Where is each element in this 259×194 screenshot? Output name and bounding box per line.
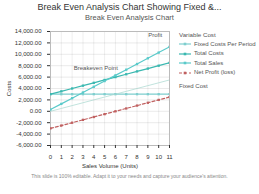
svg-text:10: 10: [155, 154, 162, 160]
svg-text:4: 4: [92, 154, 96, 160]
html-text:Break Even Analysis Chart Show: Break Even Analysis Chart Showing Fixed …: [37, 2, 222, 12]
svg-text:2: 2: [70, 154, 74, 160]
svg-text:-2,000.00: -2,000.00: [16, 120, 42, 126]
svg-text:8,000.00: 8,000.00: [18, 63, 42, 69]
svg-text:10,000.00: 10,000.00: [15, 51, 42, 57]
svg-text:12,000.00: 12,000.00: [15, 40, 42, 46]
html-text:Total Costs: Total Costs: [194, 50, 224, 56]
svg-text:0.00: 0.00: [30, 108, 42, 114]
svg-text:Costs: Costs: [6, 81, 12, 96]
html-text:Fixed Cost: Fixed Cost: [179, 82, 208, 89]
svg-text:6,000.00: 6,000.00: [18, 74, 42, 80]
svg-text:8: 8: [135, 154, 139, 160]
html-text:Fixed Costs Per Period: Fixed Costs Per Period: [194, 40, 256, 47]
svg-text:9: 9: [146, 154, 150, 160]
html-text:Break Even Analysis Chart: Break Even Analysis Chart: [85, 13, 174, 22]
svg-text:0: 0: [49, 154, 53, 160]
svg-text:-6,000.00: -6,000.00: [16, 142, 42, 148]
html-text:Total Sales: Total Sales: [194, 59, 224, 66]
svg-text:Sales Volume (Units): Sales Volume (Units): [82, 163, 138, 169]
svg-text:7: 7: [125, 154, 129, 160]
svg-text:Breakeven Point: Breakeven Point: [74, 65, 118, 71]
html-text:Variable Cost: Variable Cost: [179, 31, 216, 38]
svg-text:14,000.00: 14,000.00: [15, 28, 42, 34]
svg-text:5: 5: [103, 154, 107, 160]
svg-text:Profit: Profit: [148, 32, 162, 38]
html-text:This slide is 100% editable. A: This slide is 100% editable. Adapt it to…: [31, 173, 228, 179]
svg-text:6: 6: [114, 154, 118, 160]
svg-text:1: 1: [60, 154, 64, 160]
html-text:Net Profit (loss): Net Profit (loss): [194, 69, 236, 75]
svg-text:3: 3: [81, 154, 85, 160]
svg-text:-4,000.00: -4,000.00: [16, 131, 42, 137]
svg-text:2,000.00: 2,000.00: [18, 97, 42, 103]
svg-text:4,000.00: 4,000.00: [18, 85, 42, 91]
svg-text:11: 11: [166, 154, 173, 160]
